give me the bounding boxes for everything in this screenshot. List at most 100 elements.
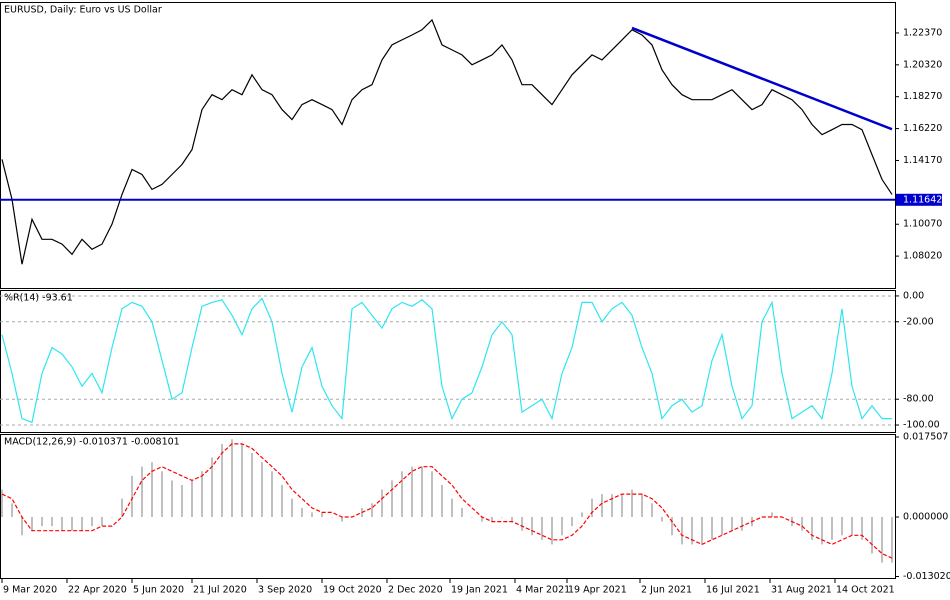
y-tick-label: 0.017507 (903, 431, 948, 442)
histogram-bar (681, 516, 683, 545)
histogram-bar (71, 516, 73, 531)
histogram-bar (661, 516, 663, 522)
y-tick-label: 0.000000 (903, 511, 948, 522)
histogram-bar (491, 516, 493, 522)
histogram-bar (641, 494, 643, 517)
panel-title: EURUSD, Daily: Euro vs US Dollar (4, 5, 162, 16)
histogram-bar (451, 498, 453, 517)
histogram-bar (151, 462, 153, 517)
histogram-bar (341, 516, 343, 522)
y-tick-label: -20.00 (903, 316, 934, 327)
histogram-bar (91, 516, 93, 527)
histogram-bar (41, 516, 43, 527)
histogram-bar (421, 466, 423, 517)
histogram-bar (821, 516, 823, 545)
histogram-bar (211, 457, 213, 517)
panel-title: %R(14) -93.61 (4, 293, 73, 304)
histogram-bar (461, 507, 463, 517)
histogram-bar (251, 453, 253, 517)
x-tick-label: 31 Aug 2021 (771, 585, 832, 596)
x-tick-label: 2 Jun 2021 (641, 585, 692, 596)
histogram-bar (801, 516, 803, 531)
histogram-bar (271, 471, 273, 517)
histogram-bar (731, 516, 733, 531)
x-tick-label: 3 Sep 2020 (258, 585, 312, 596)
histogram-bar (101, 516, 103, 527)
histogram-bar (81, 516, 83, 531)
histogram-bar (371, 503, 373, 517)
histogram-bar (841, 516, 843, 536)
histogram-bar (621, 494, 623, 517)
histogram-bar (571, 516, 573, 527)
y-tick-label: 1.18270 (903, 91, 942, 102)
histogram-bar (321, 512, 323, 517)
price-label: 1.11642 (903, 194, 942, 205)
histogram-bar (521, 516, 523, 531)
histogram-bar (171, 480, 173, 517)
histogram-bar (21, 516, 23, 536)
histogram-bar (871, 516, 873, 554)
y-tick-label: 1.14170 (903, 155, 942, 166)
histogram-bar (201, 471, 203, 517)
histogram-bar (771, 512, 773, 517)
histogram-bar (281, 485, 283, 517)
histogram-bar (301, 507, 303, 517)
histogram-bar (381, 489, 383, 517)
histogram-bar (631, 489, 633, 517)
histogram-bar (31, 516, 33, 531)
histogram-bar (481, 516, 483, 522)
histogram-bar (191, 480, 193, 517)
histogram-bar (161, 471, 163, 517)
histogram-bar (441, 485, 443, 517)
y-tick-label: -80.00 (903, 394, 934, 405)
x-tick-label: 19 Apr 2021 (568, 585, 627, 596)
histogram-bar (471, 516, 473, 518)
histogram-bar (391, 480, 393, 517)
histogram-bar (241, 443, 243, 517)
y-tick-label: 1.08020 (903, 251, 942, 262)
y-tick-label: 1.16220 (903, 123, 942, 134)
histogram-bar (261, 462, 263, 517)
histogram-bar (11, 503, 13, 517)
histogram-bar (601, 494, 603, 517)
histogram-bar (231, 439, 233, 517)
histogram-bar (331, 516, 333, 518)
histogram-bar (181, 485, 183, 517)
histogram-bar (311, 512, 313, 517)
histogram-bar (851, 516, 853, 536)
x-tick-label: 5 Jun 2020 (133, 585, 184, 596)
histogram-bar (591, 498, 593, 517)
y-tick-label: 0.00 (903, 290, 924, 301)
histogram-bar (131, 475, 133, 517)
histogram-bar (401, 471, 403, 517)
histogram-bar (111, 516, 113, 518)
histogram-bar (61, 516, 63, 531)
x-tick-label: 2 Dec 2020 (388, 585, 443, 596)
x-tick-label: 14 Oct 2021 (836, 585, 895, 596)
histogram-bar (671, 516, 673, 536)
histogram-bar (561, 516, 563, 536)
histogram-bar (721, 516, 723, 536)
panel-frame (0, 2, 896, 289)
y-tick-label: -0.013020 (903, 571, 950, 582)
histogram-bar (1, 489, 3, 517)
x-tick-label: 4 Mar 2021 (516, 585, 570, 596)
panel-title: MACD(12,26,9) -0.010371 -0.008101 (4, 437, 180, 448)
histogram-bar (431, 471, 433, 517)
series-line (1, 18, 893, 265)
panel-frame (0, 434, 896, 579)
histogram-bar (691, 516, 693, 545)
x-tick-label: 9 Mar 2020 (3, 585, 57, 596)
histogram-bar (291, 498, 293, 517)
histogram-bar (881, 516, 883, 563)
series-line (1, 297, 892, 424)
histogram-bar (611, 494, 613, 517)
histogram-bar (711, 516, 713, 540)
histogram-bar (551, 516, 553, 545)
histogram-bar (651, 503, 653, 517)
histogram-bar (701, 516, 703, 545)
x-tick-label: 16 Jul 2021 (706, 585, 760, 596)
panel-frame (0, 290, 896, 433)
